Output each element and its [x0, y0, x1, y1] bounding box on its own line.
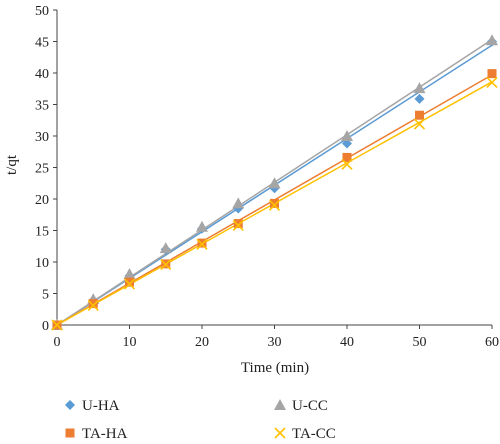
legend-label: TA-HA: [82, 426, 128, 442]
x-axis-label: Time (min): [241, 360, 309, 376]
legend-marker: [65, 400, 75, 410]
data-point: [413, 82, 426, 94]
legend-marker: [274, 399, 286, 410]
data-point: [88, 299, 98, 309]
data-point-stroke: [486, 76, 498, 89]
legend-marker: [65, 428, 75, 438]
data-point: [342, 152, 352, 162]
data-point-stroke: [160, 258, 172, 271]
legend-label: U-CC: [292, 398, 328, 414]
data-point: [87, 299, 99, 312]
y-tick-label: 0: [42, 319, 49, 334]
data-point-stroke: [232, 219, 244, 232]
data-point: [268, 177, 281, 189]
data-point: [341, 158, 353, 170]
data-point: [415, 110, 424, 120]
legend-item-ta-cc: TA-CC: [274, 426, 336, 442]
legend-label: U-HA: [82, 398, 120, 414]
x-tick-label: 20: [195, 335, 209, 350]
x-tick-label: 60: [485, 335, 499, 350]
y-tick-label: 30: [35, 130, 49, 145]
data-point: [196, 238, 208, 250]
data-point: [270, 198, 279, 208]
x-tick-label: 50: [413, 335, 427, 350]
data-point: [414, 93, 425, 104]
y-tick-label: 20: [35, 193, 49, 208]
data-points: [51, 34, 498, 331]
data-point-stroke: [341, 158, 353, 170]
legend-item-ta-ha: TA-HA: [65, 426, 128, 442]
x-tick-label: 30: [268, 335, 282, 350]
data-point: [125, 277, 134, 287]
data-point: [413, 118, 426, 130]
y-tick-label: 15: [35, 225, 49, 240]
data-point: [159, 242, 172, 254]
y-tick-label: 45: [35, 36, 49, 51]
legend-item-u-cc: U-CC: [274, 398, 328, 414]
data-point: [123, 278, 136, 290]
y-tick-label: 10: [35, 256, 49, 271]
data-point: [196, 220, 208, 232]
data-point-stroke: [51, 319, 63, 331]
legend-marker: [274, 427, 286, 439]
data-point: [232, 197, 245, 209]
data-point-stroke: [268, 199, 281, 211]
data-point: [487, 69, 497, 79]
axes: 0 5 10 15 20 25 30 35 40 45 50 0 10 20 30 40 50 60: [35, 4, 499, 350]
data-point: [486, 34, 498, 46]
y-tick-label: 25: [35, 162, 49, 177]
data-point: [160, 258, 172, 271]
y-tick-label: 35: [35, 99, 49, 114]
data-point-stroke: [196, 238, 208, 250]
data-point: [123, 267, 136, 279]
data-point: [341, 130, 353, 141]
legend-item-u-ha: U-HA: [65, 398, 120, 414]
data-point: [233, 219, 243, 229]
data-point-stroke: [413, 118, 426, 130]
data-point: [197, 238, 207, 248]
data-point-stroke: [87, 299, 99, 312]
y-tick-label: 50: [35, 4, 49, 19]
data-point: [486, 76, 498, 89]
series-ta-cc: [51, 76, 498, 331]
x-tick-label: 40: [340, 335, 354, 350]
data-point: [268, 199, 281, 211]
y-tick-label: 5: [42, 288, 49, 303]
data-point-stroke: [123, 278, 136, 290]
legend: U-HA U-CC TA-HA TA-CC: [65, 398, 336, 442]
y-tick-label: 40: [35, 67, 49, 82]
x-tick-label: 0: [54, 335, 61, 350]
data-point: [51, 319, 63, 331]
legend-label: TA-CC: [292, 426, 336, 442]
data-point: [232, 219, 244, 232]
x-tick-label: 10: [123, 335, 137, 350]
y-axis-label: t/qt: [4, 154, 20, 175]
legend-marker-stroke: [274, 427, 286, 439]
data-point: [342, 138, 352, 149]
